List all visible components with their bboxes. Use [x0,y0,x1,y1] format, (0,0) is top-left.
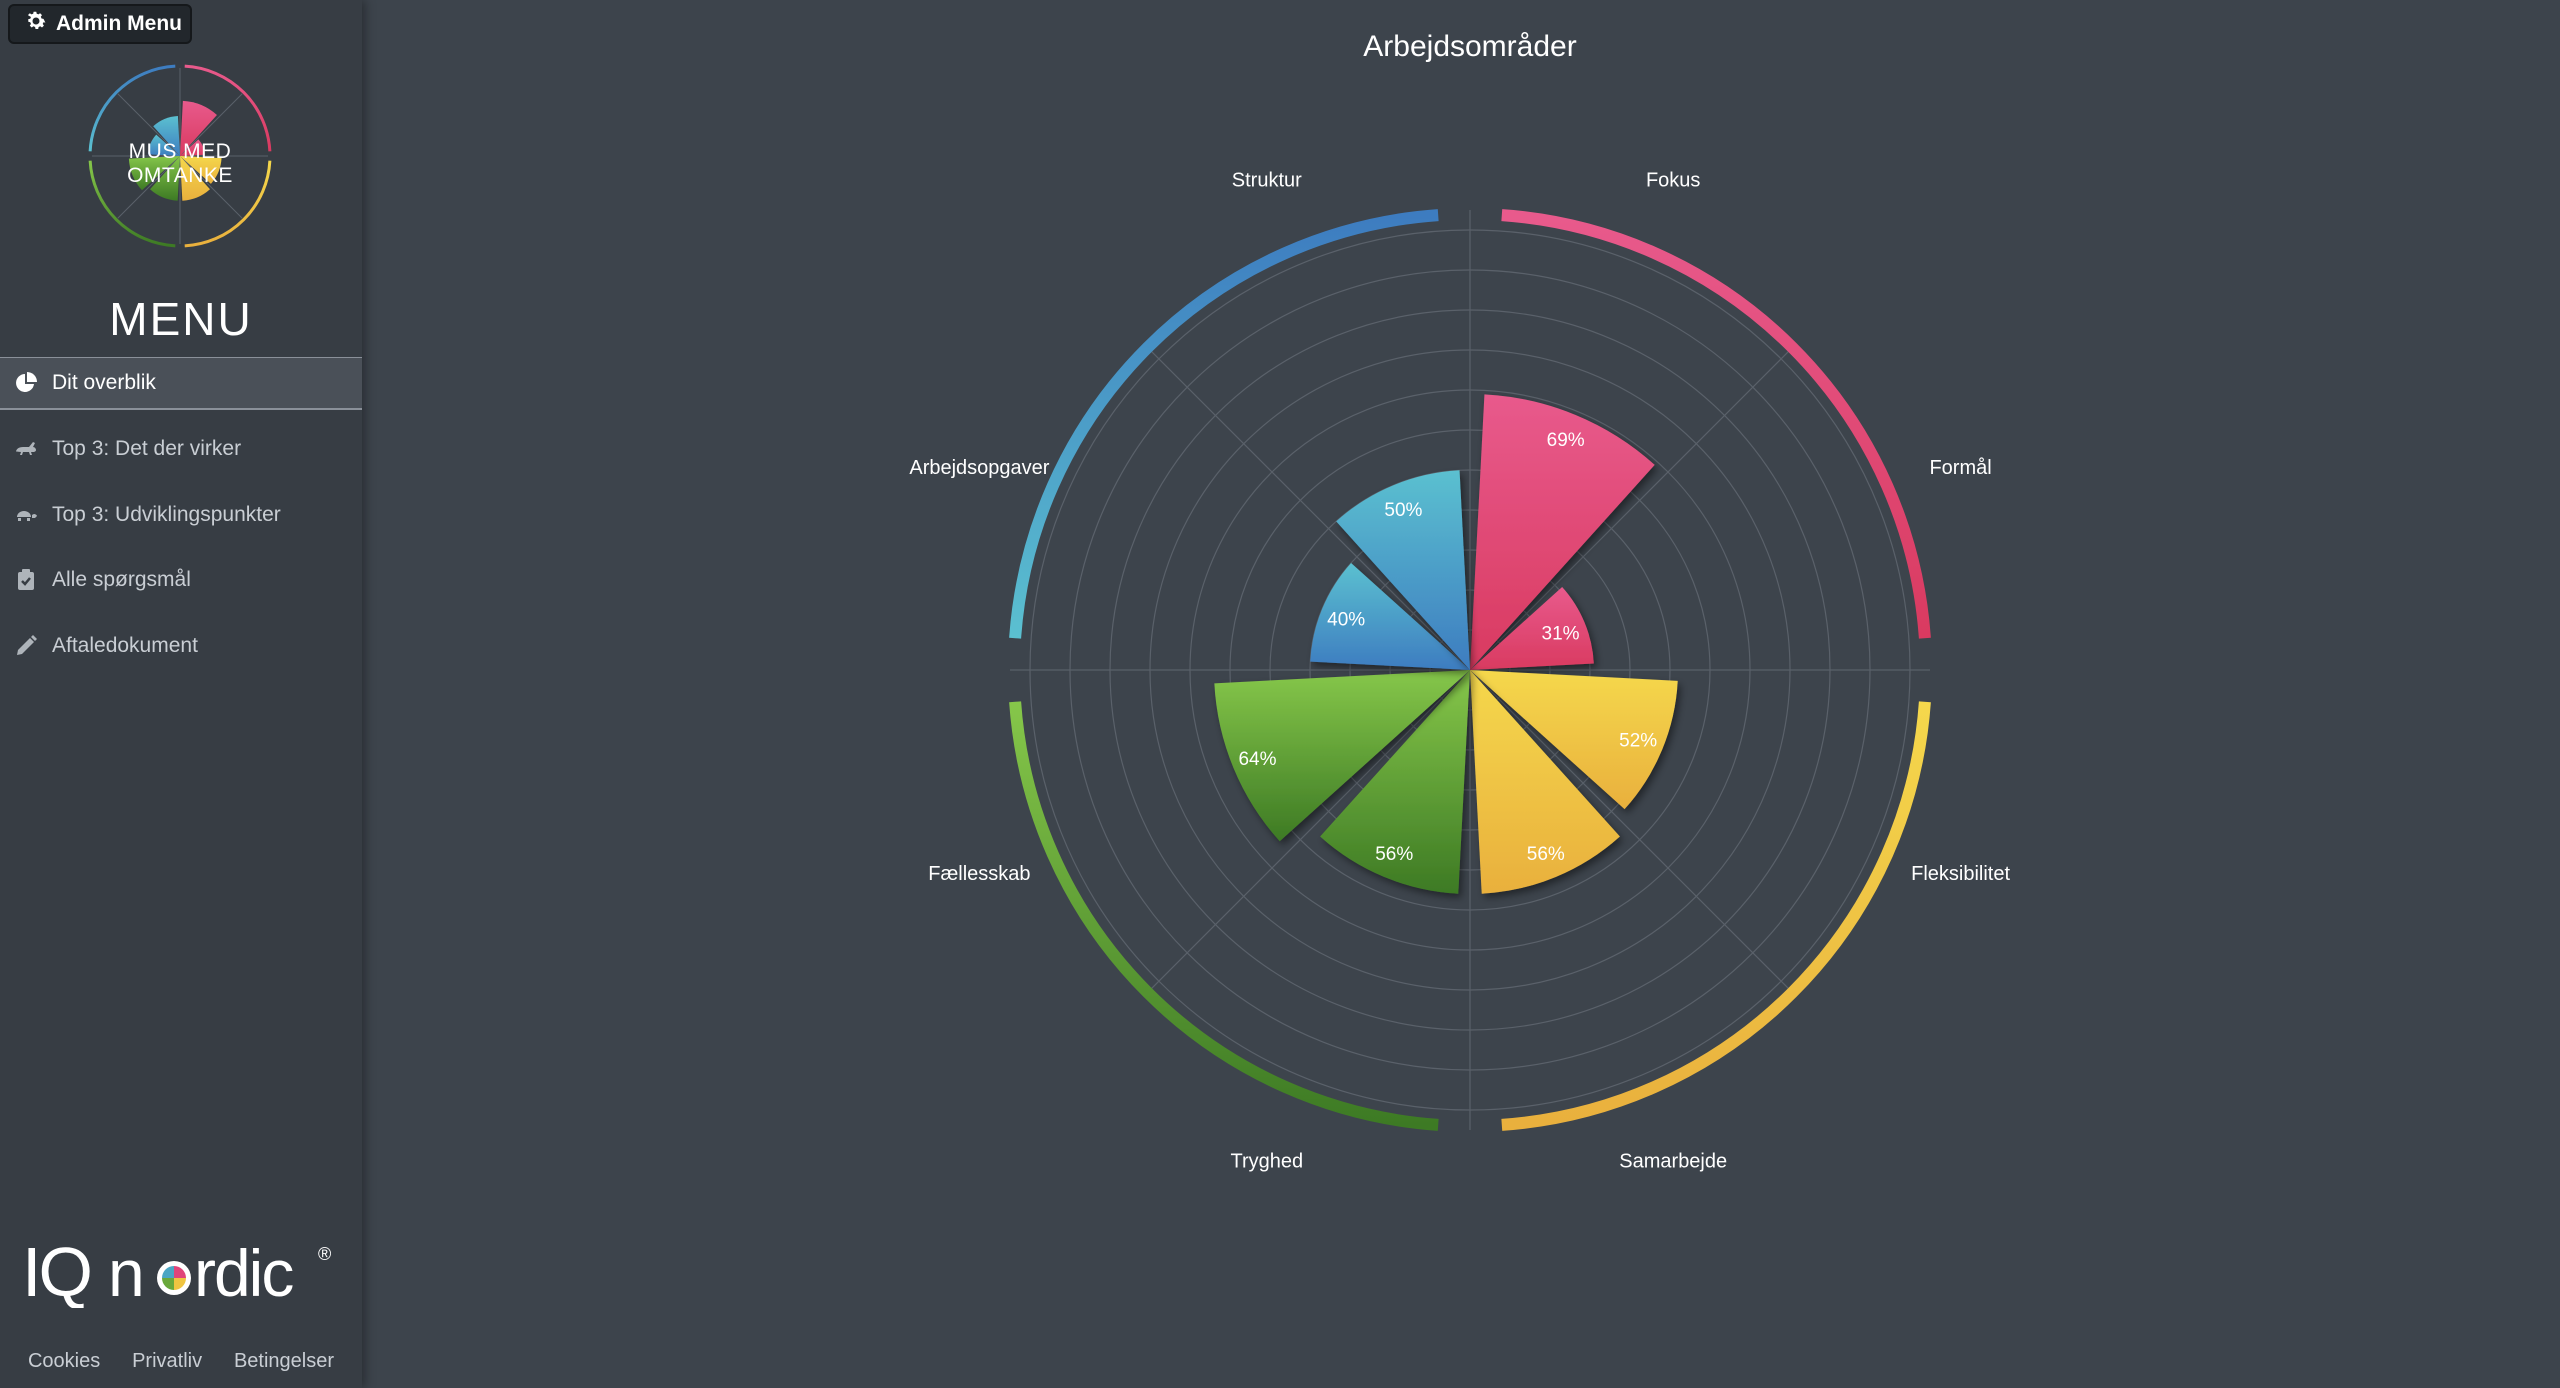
logo-wedge [180,139,205,156]
nav-item-label: Dit overblik [52,371,156,394]
admin-menu-label: Admin Menu [56,12,182,35]
category-label: Tryghed [1230,1151,1303,1173]
sidebar: Admin Menu MUS MED OMTANKE MENU Dit over… [0,0,362,1388]
menu-title: MENU [109,293,253,345]
gear-icon [24,9,48,39]
grid-spoke [1144,669,1471,996]
logo-wedge [148,134,180,156]
nav-item-label: Alle spørgsmål [52,568,191,591]
category-label: Fællesskab [928,863,1030,885]
group-ring [1009,209,1439,639]
grid-spoke [1144,344,1471,671]
logo-spoke [179,93,243,157]
logo-wedge [128,156,180,191]
logo-wedge [150,156,180,201]
turtle-icon [14,503,38,527]
chart-title: Arbejdsområder [1363,30,1576,63]
bar-formål[interactable] [1470,587,1594,670]
grid-spoke [1469,344,1796,671]
bar-fællesskab[interactable] [1214,670,1470,842]
admin-menu-button[interactable]: Admin Menu [8,4,192,44]
pencil-icon [14,634,38,658]
category-label: Arbejdsopgaver [909,457,1049,479]
logo-ring [184,64,272,152]
value-label: 40% [1327,610,1365,631]
svg-text:rdic: rdic [194,1238,293,1308]
nav-item-top3-det-der-virker[interactable]: Top 3: Det der virker [0,423,362,475]
iq-nordic-logo[interactable]: IQ n rdic ® [22,1233,342,1311]
group-ring [1501,209,1931,639]
category-label: Struktur [1232,169,1302,191]
value-label: 52% [1619,731,1657,752]
value-label: 50% [1384,500,1422,521]
clipboard-check-icon [14,568,38,592]
app-logo[interactable]: MUS MED OMTANKE [74,60,286,252]
cookies-link[interactable]: Cookies [27,1350,101,1372]
logo-spoke [179,155,243,219]
value-label: 56% [1527,844,1565,865]
value-label: 69% [1547,430,1585,451]
nav-item-top3-udviklingspunkter[interactable]: Top 3: Udviklingspunkter [0,489,362,541]
logo-wedge [180,156,210,201]
value-label: 56% [1375,844,1413,865]
polar-area-chart: Arbejdsområder 69% Fokus 31% Formål 52% Fleks… [909,30,2010,1173]
bar-samarbejde[interactable] [1470,670,1620,894]
value-label: 64% [1238,749,1276,770]
category-label: Fleksibilitet [1911,863,2010,885]
logo-text: MUS MED OMTANKE [127,140,233,187]
logo-ring [184,160,272,248]
logo-wedge [153,116,180,156]
nav-item-label: Aftaledokument [52,634,198,657]
rabbit-icon [14,437,38,461]
logo-ring [88,160,176,248]
logo-spoke [117,93,181,157]
bar-struktur[interactable] [1336,470,1470,670]
bar-tryghed[interactable] [1320,670,1470,894]
terms-link[interactable]: Betingelser [233,1350,335,1372]
category-label: Fokus [1646,169,1700,191]
category-label: Formål [1929,457,1991,479]
svg-text:n: n [108,1238,143,1308]
nav-item-alle-spoergsmaal[interactable]: Alle spørgsmål [0,554,362,606]
logo-wedge [180,100,217,156]
category-label: Samarbejde [1619,1151,1727,1173]
group-ring [1501,701,1931,1131]
logo-spoke [117,155,181,219]
grid-spoke [1469,669,1796,996]
nav-item-label: Top 3: Det der virker [52,437,242,460]
pie-chart-icon [14,371,38,395]
nav-item-aftaledokument[interactable]: Aftaledokument [0,620,362,672]
privacy-link[interactable]: Privatliv [132,1350,203,1372]
footer-links: Cookies Privatliv Betingelser [0,1350,362,1373]
nav-item-label: Top 3: Udviklingspunkter [52,503,281,526]
bar-fokus[interactable] [1470,394,1655,670]
bar-fleksibilitet[interactable] [1470,670,1678,810]
logo-wedge [180,156,222,184]
value-label: 31% [1542,623,1580,644]
svg-text:®: ® [318,1244,331,1264]
group-ring [1009,701,1439,1131]
logo-ring [88,64,176,152]
bar-arbejdsopgaver[interactable] [1310,562,1470,670]
nav-item-dit-overblik[interactable]: Dit overblik [0,358,362,410]
svg-text:IQ: IQ [22,1238,90,1308]
